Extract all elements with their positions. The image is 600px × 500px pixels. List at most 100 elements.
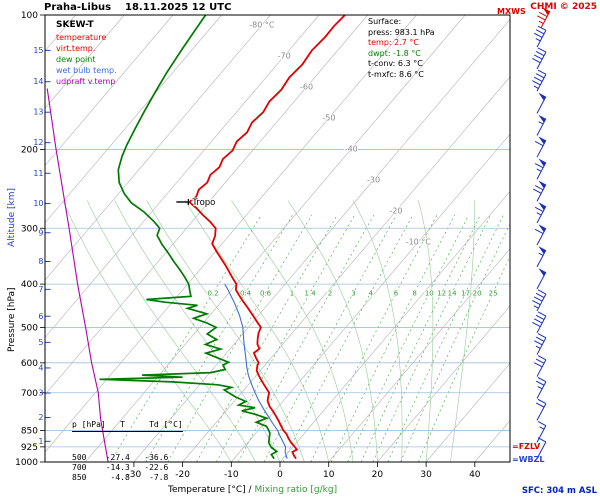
wind-barb bbox=[536, 268, 547, 290]
station-title: Praha-Libus 18.11.2025 12 UTC bbox=[44, 2, 232, 13]
mixing-ratio-line bbox=[372, 214, 491, 462]
altitude-tick-label: 7 bbox=[38, 285, 43, 294]
altitude-tick-label: 8 bbox=[38, 257, 43, 266]
legend-item: temperature bbox=[56, 33, 107, 42]
wind-barb bbox=[537, 7, 551, 29]
altitude-tick-label: 11 bbox=[33, 169, 43, 178]
temp-tick-label: -20 bbox=[175, 470, 190, 480]
legend-item: wet bulb temp. bbox=[56, 66, 117, 75]
moist-adiabat bbox=[418, 200, 434, 462]
x-axis-title-mixing: Mixing ratio [g/kg] bbox=[251, 485, 338, 495]
dewpoint-curve bbox=[99, 15, 279, 460]
mixing-ratio-label: 6 bbox=[394, 290, 399, 298]
isotherm bbox=[231, 133, 510, 462]
mixing-ratio-label: 25 bbox=[489, 290, 498, 298]
legend-title: SKEW-T bbox=[56, 20, 94, 30]
mixing-ratio-line bbox=[310, 214, 438, 462]
station-elevation-label: SFC: 304 m ASL bbox=[521, 486, 597, 496]
isotherm bbox=[182, 76, 510, 462]
wind-barb bbox=[535, 377, 547, 399]
mixing-ratio-line bbox=[331, 214, 455, 462]
altitude-tick-label: 3 bbox=[38, 389, 43, 398]
mixing-ratio-label: 12 bbox=[437, 290, 446, 298]
temp-tick-label: 40 bbox=[469, 470, 481, 480]
altitude-tick-label: 12 bbox=[33, 138, 43, 147]
wind-barb bbox=[536, 92, 547, 114]
surface-box-row: t-mxfc: 8.6 °C bbox=[368, 69, 424, 79]
wind-barb bbox=[532, 47, 547, 70]
altitude-tick-label: 10 bbox=[33, 199, 43, 208]
isotherm bbox=[45, 15, 320, 338]
pressure-tick-label: 400 bbox=[21, 280, 38, 290]
pressure-tick-label: 850 bbox=[21, 426, 38, 436]
sounding-curves bbox=[46, 15, 346, 462]
isotherm bbox=[45, 15, 271, 281]
altitude-tick-label: 5 bbox=[38, 338, 43, 347]
mixing-ratio-label: 0.4 bbox=[240, 290, 252, 298]
isotherm bbox=[328, 248, 510, 462]
pressure-tick-label: 600 bbox=[21, 359, 38, 369]
isotherm bbox=[45, 15, 417, 453]
moist-adiabat bbox=[231, 200, 354, 462]
mixing-ratio-label: 10 bbox=[425, 290, 434, 298]
temp-tick-label: 30 bbox=[420, 470, 432, 480]
wind-barb bbox=[533, 25, 547, 48]
mixing-ratio-label: 14 bbox=[448, 290, 457, 298]
mixing-ratio-line bbox=[282, 214, 414, 462]
isotherm bbox=[45, 15, 174, 166]
surface-info-box: Surface: press: 983.1 hPa temp: 2.7 °C dwp… bbox=[368, 17, 435, 80]
mixing-ratio-label: 0.6 bbox=[260, 290, 272, 298]
mixing-ratio-label: 1.4 bbox=[305, 290, 317, 298]
pressure-tick-label: 700 bbox=[21, 389, 38, 399]
wind-barb bbox=[532, 311, 547, 334]
x-axis-title-temp: Temperature [°C] / bbox=[168, 485, 252, 495]
altitude-tick-label: 2 bbox=[38, 413, 43, 422]
moist-adiabat bbox=[352, 200, 403, 462]
levels-table-row: 700 -14.3 -22.6 bbox=[72, 463, 169, 472]
temp-tick-label: 0 bbox=[277, 470, 283, 480]
altitude-tick-label: 14 bbox=[33, 77, 43, 86]
pressure-axis-label: Pressure [hPa] bbox=[7, 287, 17, 352]
updraft-vtemp-curve bbox=[46, 88, 109, 462]
isotherm-label: -30 bbox=[367, 176, 380, 185]
altitude-tick-label: 1 bbox=[38, 437, 43, 446]
wind-barb bbox=[533, 355, 547, 377]
wetbulb-curve bbox=[224, 283, 288, 459]
moist-adiabat bbox=[450, 200, 475, 462]
surface-box-row: temp: 2.7 °C bbox=[368, 38, 420, 47]
legend: SKEW-T temperature virt.temp. dew point wet… bbox=[56, 20, 117, 87]
tropopause-label: Tropo bbox=[191, 198, 215, 208]
altitude-tick-label: 4 bbox=[38, 363, 43, 372]
legend-items: temperature virt.temp. dew point wet bulb t… bbox=[56, 32, 117, 87]
levels-table: p [hPa] T Td [°C] 500 -27.4 -36.6 700 -14… bbox=[72, 400, 183, 493]
isotherm bbox=[45, 15, 125, 109]
copyright-label: CHMI © 2025 bbox=[530, 2, 597, 12]
legend-item: dew point bbox=[56, 55, 96, 64]
isotherm-label: -40 bbox=[345, 145, 358, 154]
levels-table-rows: 500 -27.4 -36.6 700 -14.3 -22.6 850 -4.8 -… bbox=[72, 453, 183, 483]
wind-barb bbox=[534, 158, 547, 180]
isotherm bbox=[45, 15, 222, 224]
temperature-curve bbox=[187, 15, 346, 460]
temp-tick-label: 10 bbox=[323, 470, 335, 480]
mixing-ratio-line bbox=[167, 214, 313, 462]
freezing-level-marker: =FZLV bbox=[512, 442, 541, 451]
legend-item: udpraft v.temp bbox=[56, 77, 116, 86]
mixing-ratio-label: 1 bbox=[290, 290, 294, 298]
wind-barb bbox=[534, 136, 547, 158]
isotherm bbox=[474, 420, 510, 462]
temp-tick-label: 20 bbox=[372, 470, 384, 480]
isotherm bbox=[133, 19, 510, 462]
mixing-ratio-label: 3 bbox=[351, 290, 355, 298]
pressure-tick-label: 500 bbox=[21, 323, 38, 333]
wind-barb bbox=[535, 398, 547, 421]
moist-adiabat bbox=[114, 200, 281, 462]
isotherm bbox=[425, 362, 510, 462]
moist-adiabat bbox=[62, 200, 232, 462]
mixing-ratio-line bbox=[360, 214, 481, 462]
isotherm bbox=[377, 305, 510, 462]
wetbulb-zero-marker: =WBZL bbox=[512, 455, 545, 464]
isotherm-label: -10 °C bbox=[406, 238, 432, 247]
